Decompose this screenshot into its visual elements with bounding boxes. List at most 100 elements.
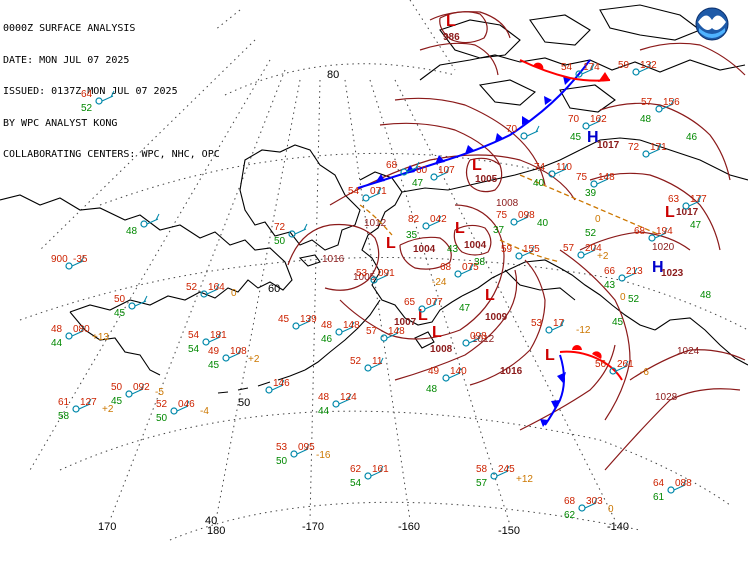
station-dewpoint: 40 (533, 178, 545, 189)
station-dewpoint: 35 (406, 230, 418, 241)
wind-barb (581, 63, 595, 75)
low-pressure-value: 986 (443, 32, 460, 43)
station-circle (364, 472, 372, 480)
station-plot: 900 -35 (51, 254, 88, 270)
low-pressure-value: 1005 (475, 174, 498, 185)
station-circle (430, 173, 438, 181)
station-temperature: 54 (188, 330, 200, 341)
station-plot: 45 139 (278, 314, 317, 330)
station-dewpoint: 62 (564, 510, 576, 521)
trough-1 (519, 174, 661, 236)
wind-barb (78, 398, 92, 410)
pressure-tendency: +2 (102, 404, 114, 415)
pressure-tendency: -4 (200, 406, 209, 417)
lat-label: 60 (268, 283, 280, 295)
station-temperature: 54 (348, 186, 360, 197)
low-symbol: L (455, 220, 465, 237)
cold-front-tooth (495, 133, 504, 142)
wind-barb (341, 321, 355, 333)
station-pressure: 148 (598, 172, 615, 183)
isobar-value: 1005 (353, 272, 376, 283)
station-pressure: 098 (518, 210, 535, 221)
station-plot: 53 50 095 (276, 442, 315, 467)
isobar-value: 1024 (677, 346, 700, 357)
isobar-1008-mid (339, 204, 505, 340)
station-temperature: 48 (318, 392, 330, 403)
station-plot: 52 164 (186, 282, 225, 298)
arctic-island-5 (559, 84, 616, 113)
cold-front-tooth (375, 174, 385, 183)
low-pressure-value: 1016 (500, 366, 523, 377)
lon-label: 170 (98, 521, 116, 533)
station-dewpoint: 45 (111, 396, 123, 407)
station-pressure: 194 (656, 226, 673, 237)
wind-barb (71, 325, 85, 337)
pressure-tendency: -6 (640, 367, 649, 378)
station-pressure: 132 (640, 60, 657, 71)
high-pressure-value: 1023 (661, 268, 684, 279)
low-symbol: L (545, 347, 555, 364)
wind-barb (588, 115, 602, 127)
station-temperature: 50 (114, 294, 126, 305)
wind-barb (370, 357, 384, 369)
station-dewpoint: 37 (493, 225, 505, 236)
station-pressure: 162 (590, 114, 607, 125)
wind-barb (551, 319, 565, 331)
wind-barb (296, 443, 310, 455)
wind-barb (688, 195, 702, 207)
wind-barb (428, 215, 442, 227)
siberia-coast (0, 194, 293, 313)
warm-front (559, 345, 623, 381)
station-temperature: 52 (350, 356, 362, 367)
low-symbol: L (446, 13, 456, 30)
station-circle (65, 332, 73, 340)
wind-barb (516, 211, 530, 223)
station-circle (265, 386, 273, 394)
station-plot: 72 171 (628, 142, 667, 158)
wind-barb (526, 125, 540, 137)
station-temperature: 62 (350, 464, 362, 475)
wind-barb (521, 245, 535, 257)
low-symbol: L (485, 287, 495, 304)
header-centers: COLLABORATING CENTERS: WPC, NHC, OPC (3, 149, 220, 160)
station-temperature: 82 (408, 214, 420, 225)
station-pressure: 164 (208, 282, 225, 293)
isobar-value: 1028 (655, 392, 678, 403)
wind-barb (101, 90, 115, 102)
station-dewpoint: 40 (537, 218, 549, 229)
kamchatka (69, 311, 161, 376)
wind-barb (370, 465, 384, 477)
station-circle (462, 339, 470, 347)
wind-barb (176, 400, 190, 412)
station-temperature: 68 (564, 496, 576, 507)
station-circle (442, 374, 450, 382)
station-dewpoint: 52 (585, 228, 597, 239)
station-temperature: 900 (51, 254, 68, 265)
pressure-tendency: 0 (620, 292, 626, 303)
station-pressure: 124 (340, 392, 357, 403)
isobar-1024 (629, 349, 746, 381)
station-plot: 48 46 148 (321, 320, 360, 345)
isobar-986 (439, 11, 488, 44)
high-symbol: H (587, 129, 599, 146)
station-temperature: 57 (366, 326, 378, 337)
gulf-of-alaska-coast (504, 269, 576, 301)
station-pressure: 204 (585, 243, 602, 254)
station-plot: 68 62 303 (564, 496, 603, 521)
saint-lawrence-island (298, 254, 321, 267)
wind-barb (673, 479, 687, 491)
station-circle (125, 390, 133, 398)
station-plot: 68 075 (440, 262, 479, 278)
station-circle (362, 194, 370, 202)
station-pressure: 098 (470, 331, 487, 342)
kodiak-island (414, 331, 435, 349)
station-dewpoint: 44 (51, 338, 63, 349)
isobar-value: 1020 (652, 242, 675, 253)
station-circle (335, 328, 343, 336)
station-temperature: 48 (321, 320, 333, 331)
station-pressure: 139 (300, 314, 317, 325)
station-dewpoint: 52 (81, 103, 93, 114)
station-pressure: 107 (438, 165, 455, 176)
station-plot: 53 17 (531, 318, 565, 334)
